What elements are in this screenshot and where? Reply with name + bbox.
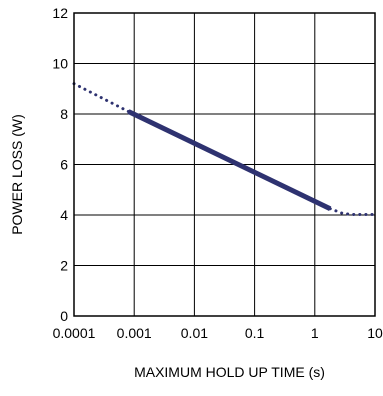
grid [73, 12, 376, 317]
x-tick-label: 0.01 [181, 325, 208, 341]
x-tick-label: 10 [367, 325, 383, 341]
y-tick-label: 10 [52, 56, 68, 72]
x-axis-label: MAXIMUM HOLD UP TIME (s) [134, 364, 325, 380]
y-tick-label: 0 [60, 308, 68, 324]
series-layer [72, 82, 377, 216]
y-tick-labels: 0 2 4 6 8 10 12 [52, 5, 68, 324]
x-tick-label: 0.001 [117, 325, 152, 341]
solid-series-line [127, 109, 332, 211]
x-tick-labels: 0.0001 0.001 0.01 0.1 1 10 [53, 325, 383, 341]
y-tick-label: 2 [60, 258, 68, 274]
y-axis-label: POWER LOSS (W) [9, 114, 25, 235]
dotted-series-line [72, 82, 130, 113]
y-tick-label: 6 [60, 157, 68, 173]
y-tick-label: 4 [60, 207, 68, 223]
x-tick-label: 0.1 [245, 325, 265, 341]
x-tick-label: 0.0001 [53, 325, 96, 341]
x-tick-label: 1 [311, 325, 319, 341]
plot-frame [73, 12, 376, 317]
y-tick-label: 12 [52, 5, 68, 21]
dotted-series-line [328, 207, 377, 216]
y-tick-label: 8 [60, 106, 68, 122]
